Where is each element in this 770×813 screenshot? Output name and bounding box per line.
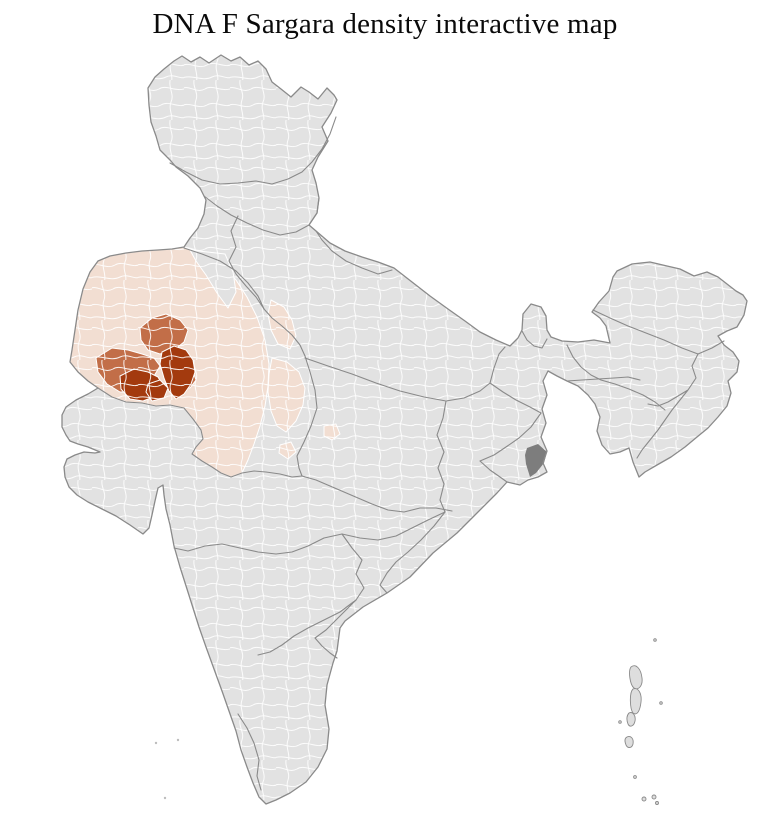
district-boundaries-mesh: [62, 55, 747, 804]
page-title: DNA F Sargara density interactive map: [152, 8, 618, 40]
sundarbans-delta-patch: [525, 444, 547, 477]
state-borders: [97, 116, 725, 791]
lakshadweep-islands: [154, 738, 180, 800]
andaman-nicobar-islands: [618, 638, 663, 805]
